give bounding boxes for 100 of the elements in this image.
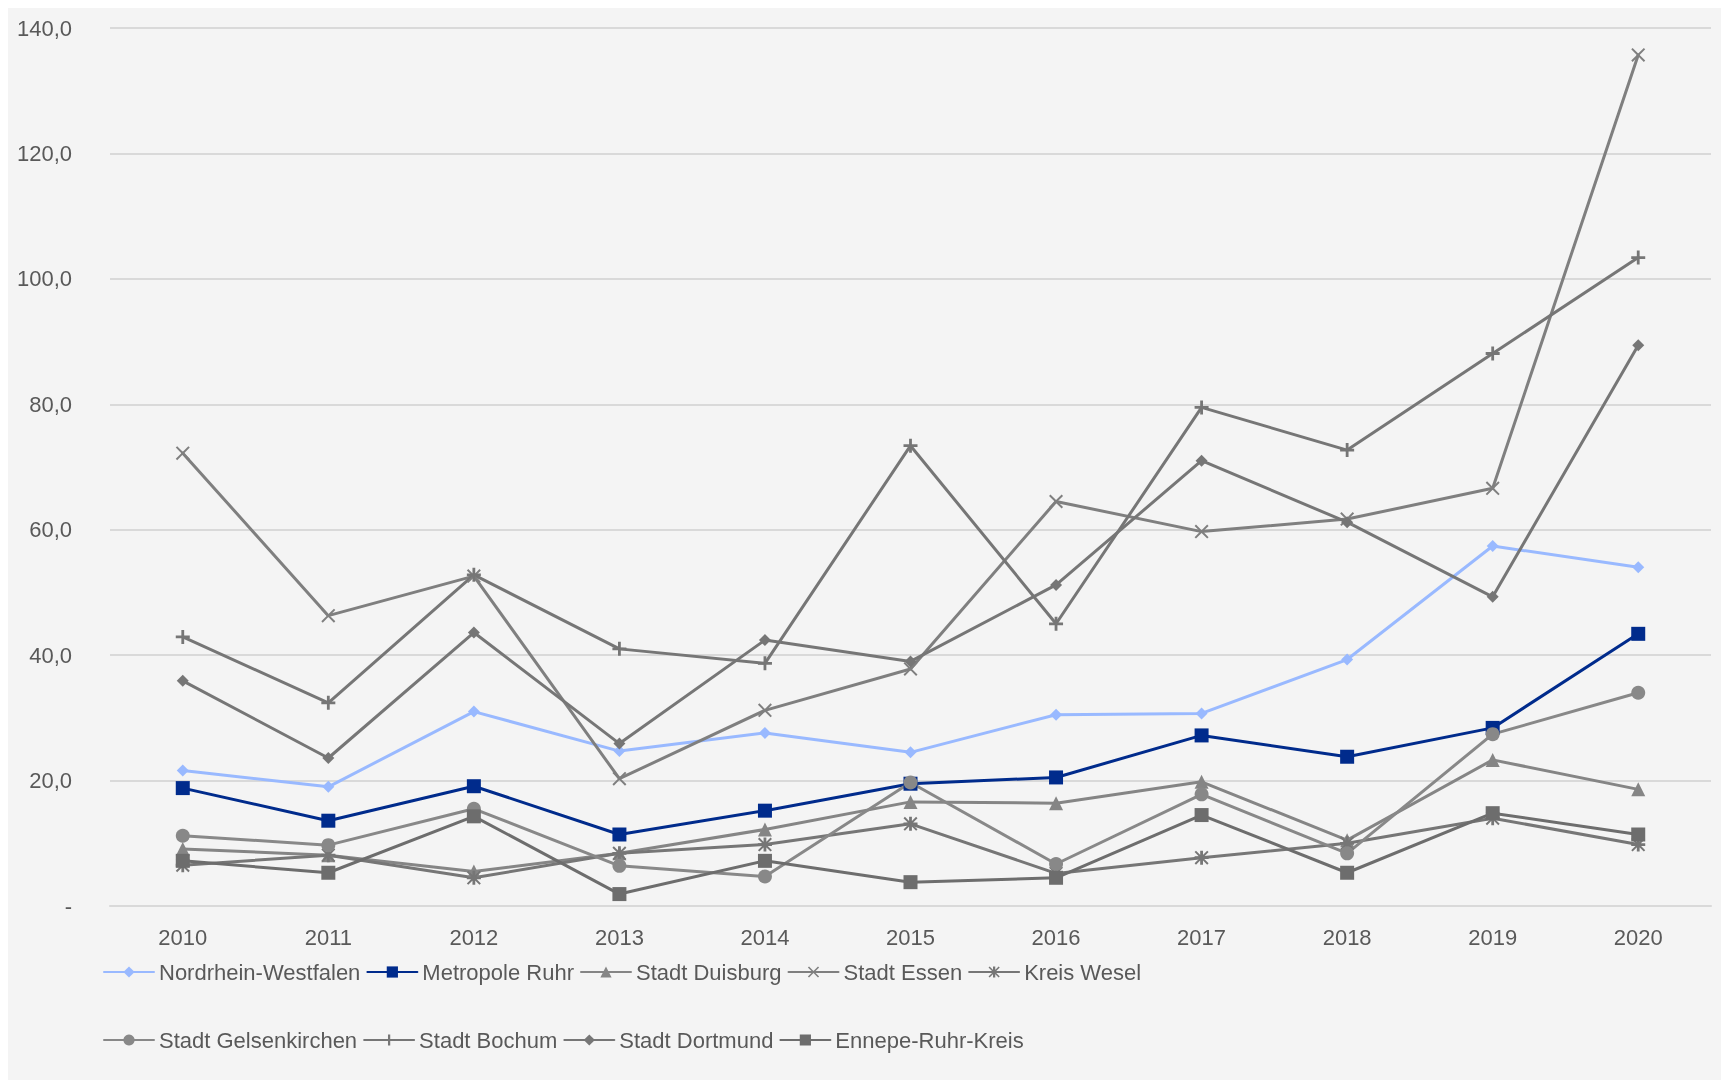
point [466,870,481,885]
point [1631,47,1646,62]
point [321,608,336,623]
point [1485,481,1500,496]
x-tick-label: 2015 [886,924,935,950]
legend-label: Ennepe-Ruhr-Kreis [835,1027,1024,1053]
point [1631,685,1646,700]
point [1632,339,1645,352]
x-tick-label: 2016 [1031,924,1081,950]
x-tick-label: 2012 [449,924,499,950]
point [1049,796,1064,811]
point [758,634,771,647]
x-tick-label: 2018 [1322,924,1372,950]
legend-label: Stadt Duisburg [635,959,782,985]
point [904,655,917,668]
point [1050,578,1063,591]
point [322,751,335,764]
point [1194,808,1209,823]
legend-label: Metropole Ruhr [422,959,574,985]
point [321,838,336,853]
point [1340,749,1355,764]
point [175,853,190,868]
point [1195,707,1208,720]
y-tick-label: 80,0 [29,391,72,417]
point [757,703,772,718]
point [1049,616,1064,631]
point [1340,846,1355,861]
x-tick-label: 2011 [304,924,352,950]
point [176,674,189,687]
point [1049,856,1064,871]
point [903,794,918,809]
point [1341,653,1354,666]
point [903,438,918,453]
point [1485,752,1500,767]
point [1194,850,1209,865]
y-tick-label: 40,0 [29,642,72,668]
legend-label: Kreis Wesel [1024,959,1142,985]
point [467,705,480,718]
point [466,809,481,824]
point [1631,250,1646,265]
point [1194,787,1209,802]
y-tick-label: - [64,893,72,919]
point [175,629,190,644]
x-tick-label: 2013 [594,924,644,950]
point [1195,454,1208,467]
point [757,803,772,818]
x-tick-label: 2019 [1468,924,1518,950]
point [612,827,627,842]
point [175,781,190,796]
point [612,641,627,656]
point [322,780,335,793]
point [1485,806,1500,821]
point [1486,590,1499,603]
point [612,771,627,786]
point [613,737,626,750]
point [1632,561,1645,574]
point [1485,727,1500,742]
point [176,764,189,777]
point [1194,728,1209,743]
point [1631,782,1646,797]
point [1194,524,1209,539]
point [903,875,918,890]
point [903,816,918,831]
x-tick-label: 2010 [158,924,208,950]
legend-label: Stadt Essen [843,959,963,985]
y-tick-label: 20,0 [29,768,72,794]
point [175,828,190,843]
point [757,853,772,868]
legend-label: Stadt Gelsenkirchen [159,1027,358,1053]
point [175,446,190,461]
legend-label: Stadt Dortmund [619,1027,774,1053]
point [1485,346,1500,361]
x-tick-label: 2020 [1613,924,1663,950]
legend-label: Nordrhein-Westfalen [159,959,361,985]
point [1340,443,1355,458]
point [1340,865,1355,880]
point [1049,870,1064,885]
y-tick-label: 60,0 [29,517,72,543]
point [321,695,336,710]
x-tick-label: 2014 [740,924,790,950]
point [321,865,336,880]
x-tick-label: 2017 [1177,924,1227,950]
point [612,887,627,902]
point [1194,400,1209,415]
point [1049,770,1064,785]
point [1631,626,1646,641]
point [467,626,480,639]
point [466,779,481,794]
point [757,822,772,837]
point [1486,540,1499,553]
point [1341,516,1354,529]
point [612,858,627,873]
point [757,869,772,884]
point [1631,827,1646,842]
legend-label: Stadt Bochum [419,1027,558,1053]
y-tick-label: 120,0 [16,140,72,166]
point [757,656,772,671]
y-tick-label: 140,0 [16,15,72,41]
point [904,746,917,759]
y-tick-label: 100,0 [16,266,72,292]
